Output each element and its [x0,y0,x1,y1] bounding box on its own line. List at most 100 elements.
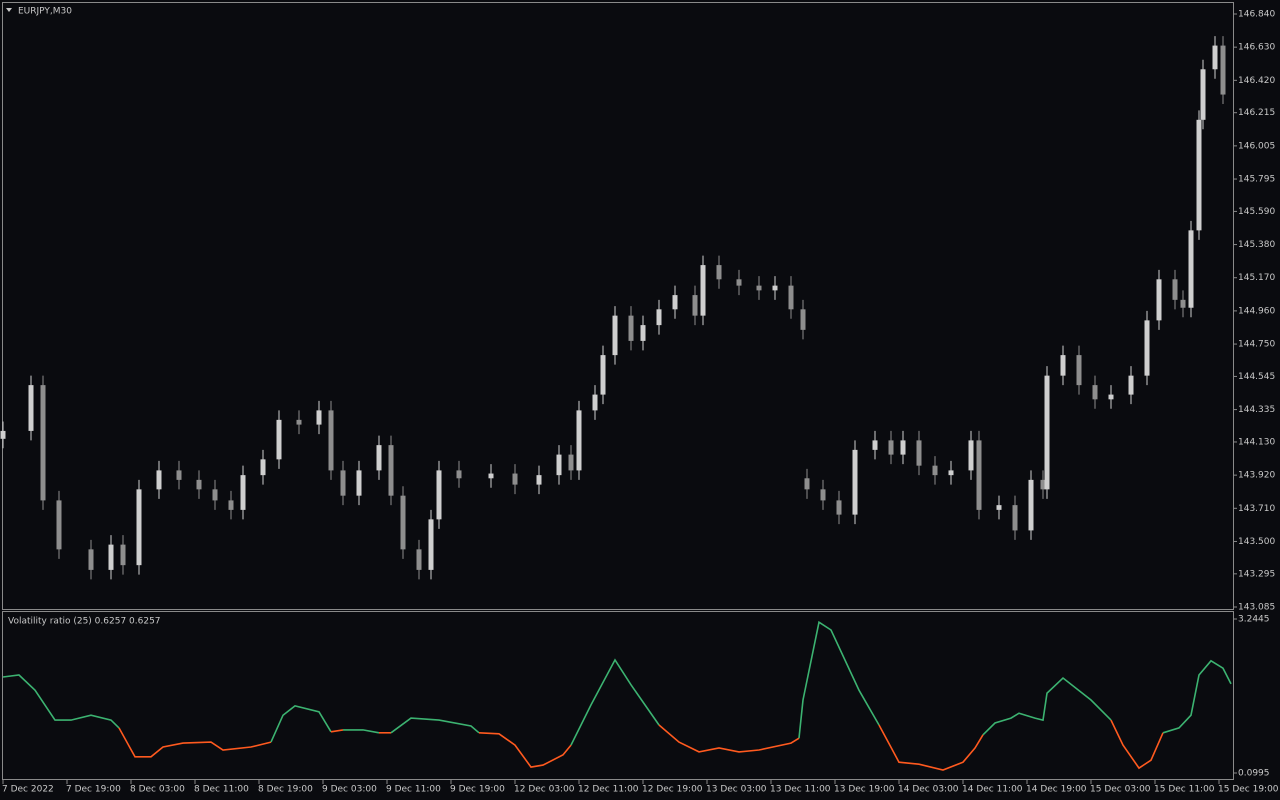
indicator-line [570,658,660,746]
candle-body [852,449,858,515]
indicator-line [1110,719,1164,770]
indicator-line [478,732,572,768]
candle-body [436,470,442,520]
y-tick-label: 146.005 [1238,141,1275,151]
candle-body [800,309,806,330]
x-tick-label: 7 Dec 2022 [2,785,54,795]
candle-body [716,265,722,280]
x-tick-label: 8 Dec 19:00 [258,785,313,795]
candle-body [888,440,894,455]
candle-body [600,355,606,395]
indicator-line [982,676,1112,736]
candle-body [820,489,826,501]
x-tick-label: 14 Dec 11:00 [962,785,1023,795]
candle-body [276,419,282,460]
candle-body [612,315,618,356]
candle-body [40,385,46,501]
candle-body [968,440,974,471]
candle-body [536,475,542,485]
y-tick-label: 143.295 [1238,569,1275,579]
candle-body [1044,375,1050,490]
y-tick-label: 143.085 [1238,603,1275,613]
symbol-title: EURJPY,M30 [18,7,72,17]
candle-body [1012,505,1018,531]
x-tick-label: 7 Dec 19:00 [66,785,121,795]
candle-body [388,445,394,496]
candle-body [1200,69,1206,120]
y-tick-label: 145.795 [1238,175,1275,185]
candle-body [1220,45,1226,95]
candle-body [948,470,954,476]
candle-body [1180,299,1186,308]
candle-body [1188,230,1194,308]
symbol-menu-arrow[interactable] [6,8,12,12]
candle-body [228,500,234,510]
x-tick-label: 9 Dec 11:00 [386,785,441,795]
candle-body [672,295,678,310]
candle-body [592,394,598,411]
candle-body [1156,279,1162,321]
candle-body [1144,320,1150,376]
y-tick-label: 144.335 [1238,405,1275,415]
candle-body [976,440,982,510]
candle-body [88,549,94,570]
indicator-panel [2,611,1234,780]
candle-body [1092,385,1098,400]
candle-body [240,475,246,510]
candle-body [56,500,62,550]
x-tick-label: 14 Dec 19:00 [1026,785,1087,795]
y-tick-label: 145.380 [1238,240,1275,250]
x-tick-label: 13 Dec 03:00 [706,785,767,795]
x-tick-label: 12 Dec 03:00 [514,785,575,795]
candle-body [416,549,422,570]
candle-body [900,440,906,455]
candle-body [1212,45,1218,70]
candle-body [376,445,382,471]
indicator-line [798,620,880,739]
candle-body [996,505,1002,510]
indicator-line [343,729,380,734]
x-tick-label: 15 Dec 19:00 [1218,785,1279,795]
candle-body [488,473,494,479]
candle-body [1076,355,1082,386]
candle-body [736,279,742,286]
y-tick-label: 143.500 [1238,537,1275,547]
candle-body [196,479,202,490]
candle-body [576,410,582,471]
candle-body [28,385,34,431]
y-tick-label: 144.130 [1238,437,1275,447]
y-tick-label: 3.2445 [1238,615,1270,625]
indicator-line [1162,659,1232,734]
candle-body [316,410,322,425]
x-tick-label: 8 Dec 03:00 [130,785,185,795]
x-tick-label: 9 Dec 19:00 [450,785,505,795]
candle-body [340,470,346,496]
indicator-line [390,717,480,734]
indicator-line [2,674,120,729]
y-tick-label: 146.215 [1238,108,1275,118]
candle-body [1028,479,1034,531]
x-tick-label: 15 Dec 11:00 [1154,785,1215,795]
candle-body [640,325,646,341]
candle-body [872,440,878,450]
y-tick-label: 144.960 [1238,306,1275,316]
y-tick-label: 146.840 [1238,10,1275,20]
main-panel [2,2,1234,610]
y-tick-label: 145.590 [1238,207,1275,217]
candle-body [932,465,938,476]
candle-body [1128,375,1134,395]
candle-body [1172,279,1178,300]
candle-body [120,544,126,566]
candle-body [136,489,142,566]
candle-body [772,285,778,291]
candle-body [1060,355,1066,376]
y-tick-label: 145.170 [1238,273,1275,283]
candle-body [692,295,698,316]
candle-body [0,430,6,439]
x-tick-label: 12 Dec 11:00 [578,785,639,795]
y-tick-label: 143.920 [1238,471,1275,481]
candle-body [296,419,302,425]
y-tick-label: 144.750 [1238,340,1275,350]
